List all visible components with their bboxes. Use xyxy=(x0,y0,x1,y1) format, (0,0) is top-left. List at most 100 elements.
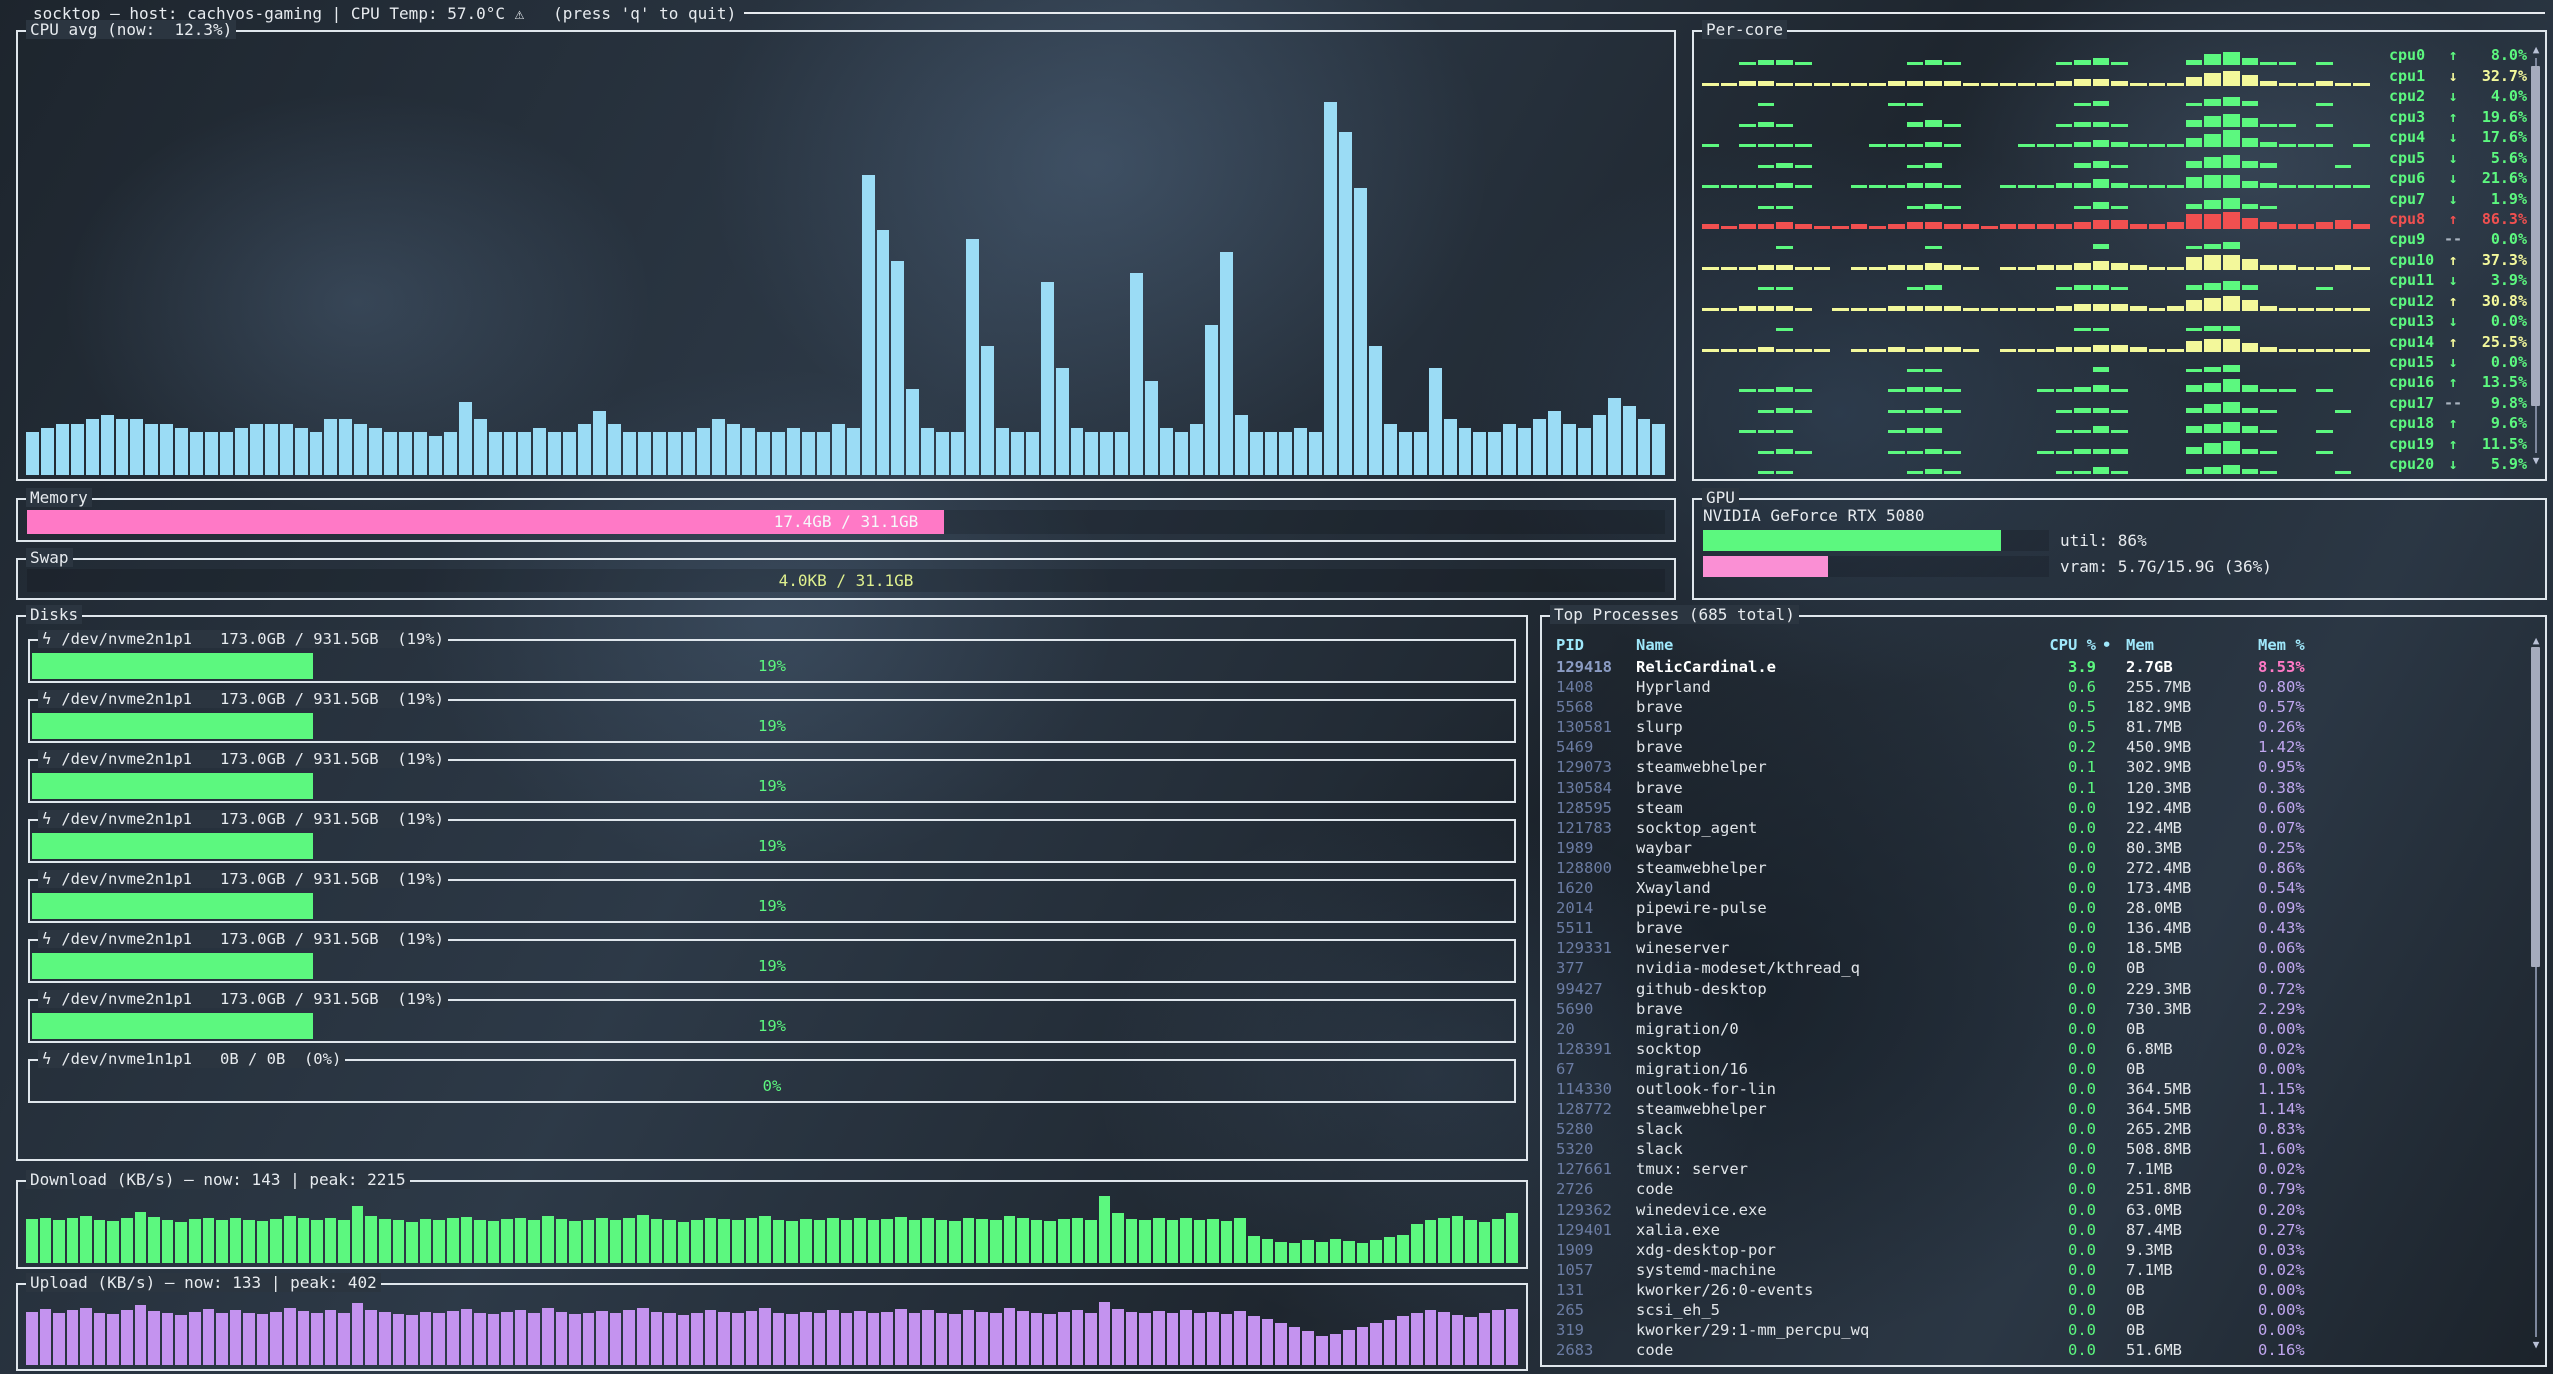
disk-usage-fill xyxy=(32,833,314,859)
process-row[interactable]: 377 nvidia-modeset/kthread_q 0.0 0B 0.00% xyxy=(1548,958,2523,978)
process-name: slurp xyxy=(1636,718,1683,737)
process-pid: 1057 xyxy=(1556,1260,1594,1279)
download-bar xyxy=(827,1217,839,1263)
spark-bar xyxy=(2036,389,2054,393)
process-row[interactable]: 67 migration/16 0.0 0B 0.00% xyxy=(1548,1059,2523,1079)
disk-item-2: ϟ/dev/nvme2n1p1 173.0GB / 931.5GB (19%) 1… xyxy=(28,750,1516,803)
spark-bar xyxy=(2148,144,2166,148)
process-mem-percent: 0.57% xyxy=(2258,698,2305,717)
cpu-history-bar xyxy=(354,423,368,475)
process-name: brave xyxy=(1636,999,1683,1018)
col-header-mem[interactable]: Mem xyxy=(2126,636,2154,654)
spark-bar xyxy=(2223,365,2240,372)
upload-bar xyxy=(283,1308,296,1365)
spark-bar xyxy=(1925,285,1942,291)
arrow-up-icon: ↑ xyxy=(2448,414,2458,433)
scrollbar-track[interactable] xyxy=(2535,649,2537,1337)
process-row[interactable]: 129401 xalia.exe 0.0 87.4MB 0.27% xyxy=(1548,1220,2523,1240)
process-row[interactable]: 2683 code 0.0 51.6MB 0.16% xyxy=(1548,1340,2523,1360)
col-header-memp[interactable]: Mem % xyxy=(2258,636,2305,654)
spark-bar xyxy=(2204,54,2222,66)
process-row[interactable]: 1057 systemd-machine 0.0 7.1MB 0.02% xyxy=(1548,1260,2523,1280)
scroll-up-icon[interactable]: ▲ xyxy=(2532,43,2540,56)
process-row[interactable]: 129073 steamwebhelper 0.1 302.9MB 0.95% xyxy=(1548,757,2523,777)
spark-bar xyxy=(2241,285,2259,291)
download-bar xyxy=(1451,1216,1464,1263)
process-mem-percent: 0.54% xyxy=(2258,879,2305,898)
scrollbar-thumb[interactable] xyxy=(2531,647,2540,967)
process-row[interactable]: 99427 github-desktop 0.0 229.3MB 0.72% xyxy=(1548,979,2523,999)
spark-bar xyxy=(1776,287,1794,291)
process-row[interactable]: 5280 slack 0.0 265.2MB 0.83% xyxy=(1548,1119,2523,1139)
cpu4-label: cpu4 ↓ 17.6% xyxy=(2370,127,2527,147)
spacer xyxy=(2096,1320,2126,1340)
spark-bar xyxy=(1906,471,1924,475)
process-mem-percent: 1.15% xyxy=(2258,1079,2305,1098)
spark-bar xyxy=(2036,144,2054,148)
process-row[interactable]: 128391 socktop 0.0 6.8MB 0.02% xyxy=(1548,1039,2523,1059)
spark-bar xyxy=(2185,299,2203,311)
scroll-down-icon[interactable]: ▼ xyxy=(2532,454,2540,467)
scroll-up-icon[interactable]: ▲ xyxy=(2532,634,2540,647)
arrow-down-icon: ↓ xyxy=(2448,271,2458,290)
process-row[interactable]: 128772 steamwebhelper 0.0 364.5MB 1.14% xyxy=(1548,1099,2523,1119)
process-row[interactable]: 128800 steamwebhelper 0.0 272.4MB 0.86% xyxy=(1548,858,2523,878)
spark-bar xyxy=(1943,450,1961,454)
process-row[interactable]: 129418 RelicCardinal.e 3.9 2.7GB 8.53% xyxy=(1548,657,2523,677)
download-bar xyxy=(1180,1217,1192,1263)
process-row[interactable]: 130584 brave 0.1 120.3MB 0.38% xyxy=(1548,778,2523,798)
scroll-down-icon[interactable]: ▼ xyxy=(2532,1338,2540,1351)
spark-bar xyxy=(1888,409,1905,413)
cpu7-label: cpu7 ↓ 1.9% xyxy=(2370,189,2527,209)
download-bar xyxy=(528,1220,540,1263)
process-row[interactable]: 20 migration/0 0.0 0B 0.00% xyxy=(1548,1019,2523,1039)
process-row[interactable]: 1408 Hyprland 0.6 255.7MB 0.80% xyxy=(1548,677,2523,697)
disk-bolt-icon: ϟ xyxy=(42,630,52,648)
process-row[interactable]: 5690 brave 0.0 730.3MB 2.29% xyxy=(1548,999,2523,1019)
spark-bar xyxy=(1906,409,1924,413)
disk-item-0: ϟ/dev/nvme2n1p1 173.0GB / 931.5GB (19%) 1… xyxy=(28,630,1516,683)
process-cpu-percent: 0.0 xyxy=(2068,999,2096,1018)
col-header-name[interactable]: Name xyxy=(1636,636,1674,654)
process-row[interactable]: 131 kworker/26:0-events 0.0 0B 0.00% xyxy=(1548,1280,2523,1300)
process-row[interactable]: 130581 slurp 0.5 81.7MB 0.26% xyxy=(1548,717,2523,737)
download-bar xyxy=(1261,1238,1274,1263)
process-row[interactable]: 2726 code 0.0 251.8MB 0.79% xyxy=(1548,1179,2523,1199)
download-bar xyxy=(1098,1195,1111,1263)
process-row[interactable]: 1989 waybar 0.0 80.3MB 0.25% xyxy=(1548,838,2523,858)
download-bar xyxy=(637,1215,649,1263)
process-row[interactable]: 265 scsi_eh_5 0.0 0B 0.00% xyxy=(1548,1300,2523,1320)
process-row[interactable]: 114330 outlook-for-lin 0.0 364.5MB 1.15% xyxy=(1548,1079,2523,1099)
spacer xyxy=(2096,1340,2126,1360)
process-row[interactable]: 128595 steam 0.0 192.4MB 0.60% xyxy=(1548,798,2523,818)
spark-bar xyxy=(2223,97,2240,107)
spark-bar xyxy=(2278,307,2296,311)
process-row[interactable]: 5469 brave 0.2 450.9MB 1.42% xyxy=(1548,737,2523,757)
process-row[interactable]: 127661 tmux: server 0.0 7.1MB 0.02% xyxy=(1548,1159,2523,1179)
spark-bar xyxy=(2167,348,2184,352)
core-row-cpu19: cpu19 ↑ 11.5% xyxy=(1702,433,2527,454)
disk-item-label: /dev/nvme1n1p1 0B / 0B (0%) xyxy=(61,1050,342,1068)
spacer xyxy=(2096,677,2126,697)
upload-bar xyxy=(962,1309,975,1365)
process-row[interactable]: 1620 Xwayland 0.0 173.4MB 0.54% xyxy=(1548,878,2523,898)
process-row[interactable]: 5320 slack 0.0 508.8MB 1.60% xyxy=(1548,1139,2523,1159)
scrollbar-thumb[interactable] xyxy=(2531,66,2540,406)
core-usage-value: 13.5% xyxy=(2481,373,2527,392)
download-bar xyxy=(1193,1220,1206,1263)
process-row[interactable]: 121783 socktop_agent 0.0 22.4MB 0.07% xyxy=(1548,818,2523,838)
col-header-cpu[interactable]: CPU % xyxy=(2049,636,2096,654)
processes-scrollbar[interactable]: ▲ ▼ xyxy=(2529,621,2543,1361)
per-core-scrollbar[interactable]: ▲ ▼ xyxy=(2529,36,2543,475)
process-row[interactable]: 5511 brave 0.0 136.4MB 0.43% xyxy=(1548,918,2523,938)
process-row[interactable]: 5568 brave 0.5 182.9MB 0.57% xyxy=(1548,697,2523,717)
process-row[interactable]: 129362 winedevice.exe 0.0 63.0MB 0.20% xyxy=(1548,1200,2523,1220)
process-row[interactable]: 129331 wineserver 0.0 18.5MB 0.06% xyxy=(1548,938,2523,958)
upload-bar xyxy=(107,1313,120,1365)
cpu-history-bar xyxy=(339,419,353,475)
process-row[interactable]: 1909 xdg-desktop-por 0.0 9.3MB 0.03% xyxy=(1548,1240,2523,1260)
col-header-pid[interactable]: PID xyxy=(1556,636,1584,654)
cpu-history-bar xyxy=(1652,423,1666,475)
process-row[interactable]: 319 kworker/29:1-mm_percpu_wq 0.0 0B 0.00% xyxy=(1548,1320,2523,1340)
process-row[interactable]: 2014 pipewire-pulse 0.0 28.0MB 0.09% xyxy=(1548,898,2523,918)
